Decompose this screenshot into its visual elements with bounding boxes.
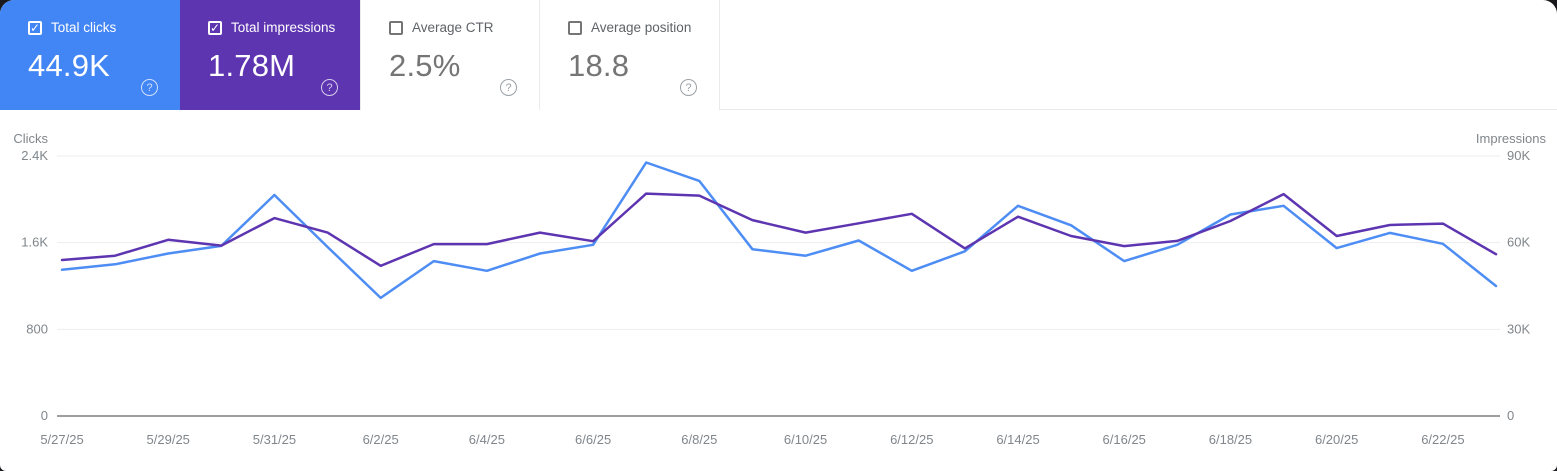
x-axis-date-label: 6/8/25 bbox=[681, 432, 717, 447]
average-ctr-card[interactable]: Average CTR 2.5% ? bbox=[360, 0, 540, 110]
right-axis-tick: 0 bbox=[1507, 408, 1514, 423]
help-icon[interactable]: ? bbox=[680, 79, 697, 96]
metric-cards-row: ✓ Total clicks 44.9K ? ✓ Total impressio… bbox=[0, 0, 1557, 110]
x-axis-date-label: 6/2/25 bbox=[363, 432, 399, 447]
total-impressions-value: 1.78M bbox=[208, 48, 296, 83]
total-clicks-checkbox[interactable]: ✓ bbox=[28, 20, 42, 35]
x-axis-date-label: 6/14/25 bbox=[996, 432, 1039, 447]
x-axis-date-label: 6/18/25 bbox=[1209, 432, 1252, 447]
right-axis-tick: 30K bbox=[1507, 321, 1530, 336]
average-ctr-label: Average CTR bbox=[412, 20, 494, 35]
x-axis-date-label: 5/31/25 bbox=[253, 432, 296, 447]
average-position-checkbox[interactable] bbox=[568, 20, 582, 35]
x-axis-date-label: 6/16/25 bbox=[1103, 432, 1146, 447]
clicks-line-series bbox=[60, 161, 1498, 300]
help-icon[interactable]: ? bbox=[500, 79, 517, 96]
left-axis-tick: 2.4K bbox=[21, 148, 48, 163]
left-axis-tick: 800 bbox=[26, 321, 48, 336]
average-position-card[interactable]: Average position 18.8 ? bbox=[540, 0, 720, 110]
left-axis-tick: 0 bbox=[41, 408, 48, 423]
impressions-line-series bbox=[60, 192, 1498, 268]
total-clicks-card[interactable]: ✓ Total clicks 44.9K ? bbox=[0, 0, 180, 110]
total-clicks-value: 44.9K bbox=[28, 48, 111, 83]
average-position-label: Average position bbox=[591, 20, 692, 35]
help-icon[interactable]: ? bbox=[321, 79, 338, 96]
right-axis-tick: 60K bbox=[1507, 235, 1530, 250]
x-axis-date-label: 6/20/25 bbox=[1315, 432, 1358, 447]
x-axis-date-label: 6/6/25 bbox=[575, 432, 611, 447]
left-axis-tick: 1.6K bbox=[21, 235, 48, 250]
total-clicks-label: Total clicks bbox=[51, 20, 117, 35]
performance-chart[interactable]: 0 0 800 30K 1.6K 60K 2.4K 90K Clicks Impressions 5… bbox=[0, 110, 1557, 470]
x-axis-date-label: 5/29/25 bbox=[147, 432, 190, 447]
average-position-value: 18.8 bbox=[568, 48, 630, 83]
x-axis-date-label: 6/12/25 bbox=[890, 432, 933, 447]
total-impressions-checkbox[interactable]: ✓ bbox=[208, 20, 222, 35]
average-ctr-value: 2.5% bbox=[389, 48, 461, 83]
help-icon[interactable]: ? bbox=[141, 79, 158, 96]
total-impressions-card[interactable]: ✓ Total impressions 1.78M ? bbox=[180, 0, 360, 110]
right-axis-tick: 90K bbox=[1507, 148, 1530, 163]
average-ctr-checkbox[interactable] bbox=[389, 20, 403, 35]
clicks-impressions-line-chart[interactable]: 0 0 800 30K 1.6K 60K 2.4K 90K Clicks Impressions 5… bbox=[0, 110, 1557, 470]
total-impressions-label: Total impressions bbox=[231, 20, 336, 35]
x-axis-date-label: 6/10/25 bbox=[784, 432, 827, 447]
x-axis-date-label: 6/4/25 bbox=[469, 432, 505, 447]
left-axis-title: Clicks bbox=[13, 131, 48, 146]
x-axis-date-label: 5/27/25 bbox=[40, 432, 83, 447]
right-axis-title: Impressions bbox=[1476, 131, 1547, 146]
x-axis-date-label: 6/22/25 bbox=[1421, 432, 1464, 447]
